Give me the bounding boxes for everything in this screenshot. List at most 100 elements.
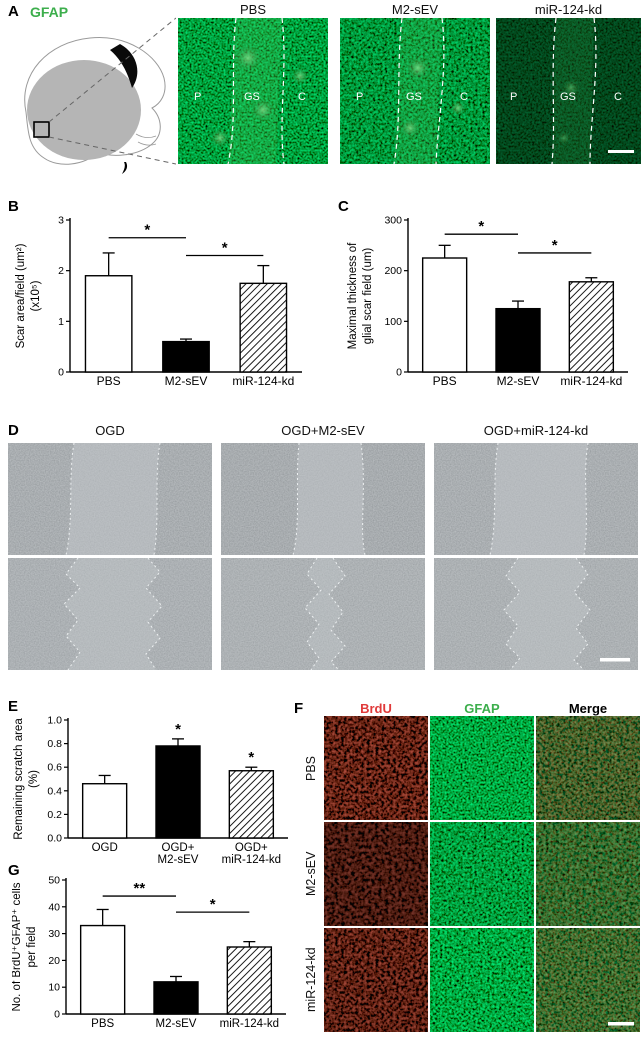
bar-M2-sEV (153, 981, 199, 1015)
panel-c-chart: 0 100 200 300 Maximal thickness of glial scar… (344, 206, 638, 398)
y-tick-label: 2 (58, 265, 64, 277)
region-label-p: P (194, 91, 201, 103)
region-label-p: P (510, 91, 517, 103)
y-tick-label: 10 (48, 982, 60, 994)
panel-g-chart: 0 10 20 30 40 50 No. of BrdU⁺GFAP⁺ cells per fi… (12, 868, 292, 1040)
panel-f-tile-r2c2 (536, 928, 640, 1032)
x-tick-label: OGD+ M2-sEV (158, 842, 199, 866)
zoom-guide-line-bottom (48, 136, 176, 165)
panel-a-label: A (8, 3, 19, 20)
panel-e-chart: 0.0 0.2 0.4 0.6 0.8 1.0 Remaining scratch area… (12, 704, 294, 874)
x-tick-label: M2-sEV (497, 374, 540, 388)
chart-G: 0 10 20 30 40 50 No. of BrdU⁺GFAP⁺ cells per fi… (12, 875, 286, 1030)
bar-M2-sEV (162, 340, 210, 373)
bar-miR-124-kd (568, 281, 615, 373)
y-tick-label: 300 (384, 215, 402, 227)
y-tick-label: 0 (58, 367, 64, 379)
y-tick-label: 30 (48, 928, 60, 940)
panel-f-tile-r0c0 (324, 716, 428, 820)
panel-f-tile-r1c2 (536, 822, 640, 926)
panel-c-label: C (338, 198, 349, 215)
chart-C: 0 100 200 300 Maximal thickness of glial scar… (347, 215, 628, 388)
bar-miR-124-kd (226, 946, 273, 1015)
y-tick-label: 0 (54, 1009, 60, 1021)
scar-boundary-right (281, 18, 285, 164)
panel-d-image-ogd-0h (8, 443, 212, 555)
panel-d-image-ogd-24h (8, 558, 212, 670)
y-tick-label: 40 (48, 901, 60, 913)
panel-f-row-label-pbs: PBS (304, 755, 318, 781)
region-label-gs: GS (244, 91, 260, 103)
infarct-region (27, 60, 141, 160)
y-tick-label: 1 (58, 316, 64, 328)
scar-boundary-right (435, 18, 445, 164)
brain-diagram (24, 17, 176, 174)
panel-f-image-grid (324, 716, 640, 1032)
panel-a-title-1: M2-sEV (391, 2, 439, 17)
y-axis-label: (%) (28, 770, 40, 788)
panel-a-image-mir124kd: P GS C (496, 18, 641, 164)
bar-PBS (79, 924, 126, 1015)
panel-d-image-mir124kd-24h (434, 558, 638, 670)
panel-g-label: G (8, 862, 20, 879)
region-label-c: C (614, 91, 622, 103)
panel-f-header-merge: Merge (568, 701, 608, 716)
significance-star: * (210, 896, 216, 913)
magnified-region-box (33, 121, 50, 138)
significance-star: ** (133, 880, 145, 897)
x-tick-label: miR-124-kd (220, 1018, 279, 1030)
chart-B: 0 1 2 3 Scar area/field (um²) (x10⁵) PBS M2-sEV… (15, 215, 302, 388)
bar-miR-124-kd (239, 282, 288, 373)
panel-d-image-m2sev-24h (221, 558, 425, 670)
y-axis-label: per field (26, 927, 38, 968)
panel-b-chart: 0 1 2 3 Scar area/field (um²) (x10⁵) PBS M2-sEV… (12, 206, 312, 398)
scale-bar (608, 1022, 634, 1026)
region-label-c: C (298, 91, 306, 103)
panel-d-label: D (8, 422, 19, 439)
panel-a-image-m2sev: P GS C (340, 18, 490, 164)
x-tick-label: miR-124-kd (560, 374, 622, 388)
bar-OGD (81, 783, 128, 839)
region-label-p: P (356, 91, 363, 103)
panel-d-image-mir124kd-0h (434, 443, 638, 555)
y-axis-label: Maximal thickness of (347, 242, 359, 350)
scar-boundary-right (589, 18, 597, 164)
panel-e-label: E (8, 698, 19, 715)
scale-bar (600, 658, 630, 662)
scar-boundary-left (551, 18, 557, 164)
y-tick-label: 50 (48, 875, 60, 887)
panel-f-tile-r2c0 (324, 928, 428, 1032)
x-tick-label: PBS (433, 374, 457, 388)
panel-d-title-2: OGD+miR-124-kd (483, 423, 589, 438)
x-tick-label: M2-sEV (165, 374, 208, 388)
y-tick-label: 100 (384, 316, 402, 328)
panel-f-row-label-m2sev: M2-sEV (304, 851, 318, 897)
significance-star: * (478, 218, 484, 235)
y-tick-label: 0.0 (47, 833, 62, 845)
panel-f-row-label-mir124kd: miR-124-kd (304, 947, 318, 1013)
panel-a-title-0: PBS (239, 2, 266, 17)
significance-star: * (144, 222, 150, 239)
panel-f-tile-r0c2 (536, 716, 640, 820)
y-tick-label: 0.4 (47, 785, 62, 797)
brain-outline (24, 37, 166, 165)
cerebellum-lines (135, 133, 157, 146)
y-tick-label: 200 (384, 265, 402, 277)
scar-boundary-left (227, 18, 237, 164)
region-label-gs: GS (560, 91, 576, 103)
panel-a-image-pbs: P GS C (178, 18, 328, 164)
panel-b-label: B (8, 198, 19, 215)
bar-OGD+-miR-124-kd (228, 770, 275, 839)
panel-f-header-brdu: BrdU (360, 701, 392, 716)
x-tick-label: OGD+ miR-124-kd (222, 842, 281, 866)
y-tick-label: 3 (58, 215, 64, 227)
panel-f-tile-r0c1 (430, 716, 534, 820)
scale-bar (608, 150, 634, 153)
y-axis-label: Scar area/field (um²) (15, 243, 27, 348)
significance-star: * (222, 239, 228, 256)
panel-f-label: F (294, 700, 304, 717)
zoom-guide-line-top (48, 17, 176, 123)
bar-PBS (84, 275, 133, 373)
y-axis-label: (x10⁵) (30, 280, 42, 311)
